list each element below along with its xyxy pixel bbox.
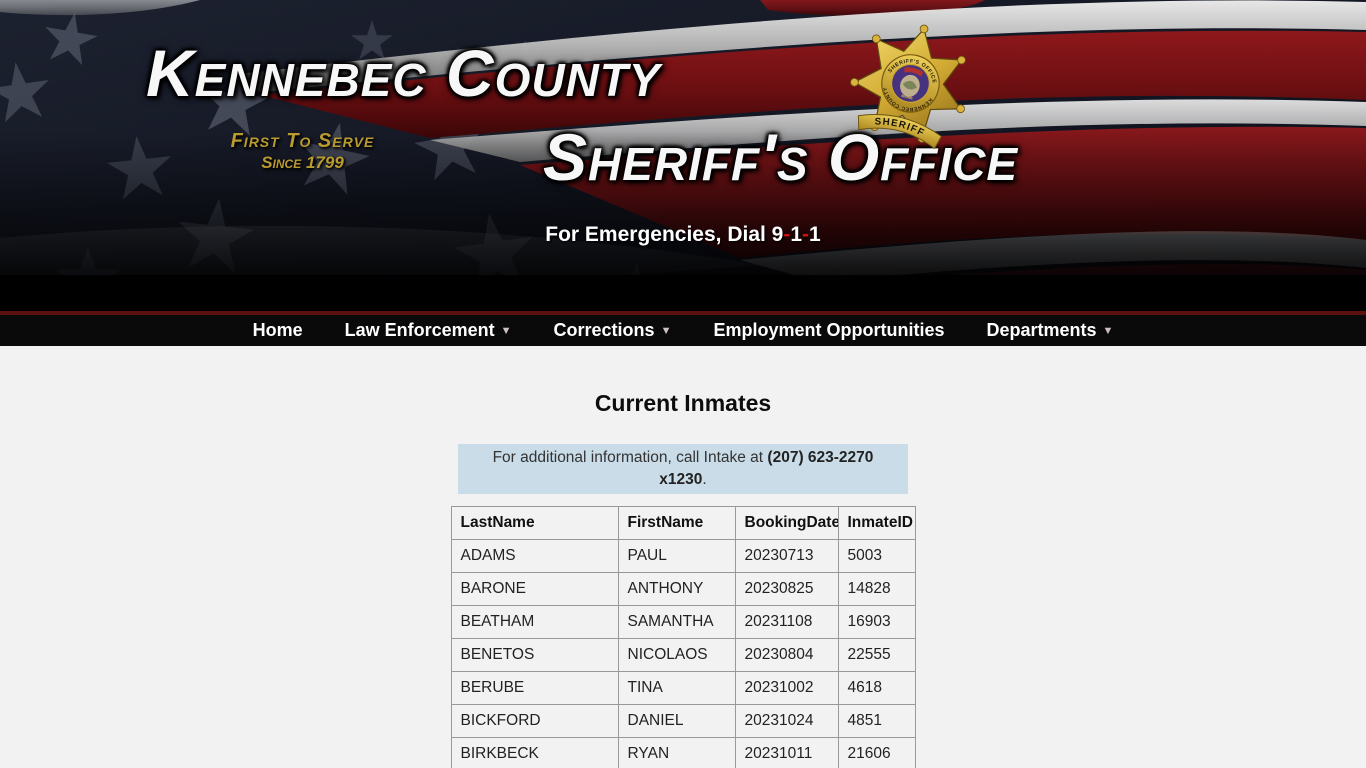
emergency-notice: For Emergencies, Dial 9-1-1 <box>0 223 1366 247</box>
table-cell: BICKFORD <box>450 704 619 738</box>
table-row: BENETOS NICOLAOS 20230804 22555 <box>450 638 916 672</box>
main-content: Current Inmates For additional informati… <box>0 346 1366 768</box>
column-header: InmateID <box>837 506 916 540</box>
table-cell: BARONE <box>450 572 619 606</box>
main-nav: Home Law Enforcement ▼ Corrections ▼ Emp… <box>0 311 1366 346</box>
inmates-table: LastName FirstName BookingDate InmateID ADA… <box>450 506 916 768</box>
nav-law-enforcement[interactable]: Law Enforcement ▼ <box>345 320 512 341</box>
table-cell: 20230825 <box>734 572 839 606</box>
table-cell: BERUBE <box>450 671 619 705</box>
table-cell: PAUL <box>617 539 736 573</box>
table-row: BIRKBECK RYAN 20231011 21606 <box>450 737 916 768</box>
table-cell: RYAN <box>617 737 736 768</box>
emergency-text: For Emergencies, Dial <box>545 223 772 246</box>
table-cell: 16903 <box>837 605 916 639</box>
nav-corrections-label: Corrections <box>553 320 655 340</box>
table-cell: 4851 <box>837 704 916 738</box>
table-row: BERUBE TINA 20231002 4618 <box>450 671 916 705</box>
inmates-table-head: LastName FirstName BookingDate InmateID <box>450 506 916 540</box>
site-header: Kennebec County First To Serve Since 179… <box>0 0 1366 311</box>
nav-home-label: Home <box>252 320 303 340</box>
table-cell: 20230804 <box>734 638 839 672</box>
table-cell: BEATHAM <box>450 605 619 639</box>
column-header: LastName <box>450 506 619 540</box>
sheriff-badge-icon: MAINE SHERIFF'S OFFICE KENNEBEC COUNTY S… <box>848 20 970 166</box>
nav-home[interactable]: Home <box>253 320 303 341</box>
nav-employment-label: Employment Opportunities <box>713 320 945 340</box>
emergency-digit: 1 <box>790 223 803 246</box>
emergency-dash: - <box>783 223 791 246</box>
table-cell: 5003 <box>837 539 916 573</box>
site-title-line1: Kennebec County <box>146 36 661 110</box>
table-row: BARONE ANTHONY 20230825 14828 <box>450 572 916 606</box>
table-cell: BIRKBECK <box>450 737 619 768</box>
tagline-line1: First To Serve <box>230 130 375 152</box>
table-cell: 20231024 <box>734 704 839 738</box>
badge-seal-label: MAINE <box>901 94 914 101</box>
table-cell: SAMANTHA <box>617 605 736 639</box>
american-flag-background <box>0 0 1366 311</box>
table-cell: 22555 <box>837 638 916 672</box>
chevron-down-icon: ▼ <box>1102 325 1114 337</box>
inmates-table-body: ADAMS PAUL 20230713 5003 BARONE ANTHONY 202308… <box>450 539 916 768</box>
emergency-digit: 9 <box>771 223 784 246</box>
chevron-down-icon: ▼ <box>500 325 512 337</box>
table-row: BEATHAM SAMANTHA 20231108 16903 <box>450 605 916 639</box>
column-header: BookingDate <box>734 506 839 540</box>
table-row: ADAMS PAUL 20230713 5003 <box>450 539 916 573</box>
nav-law-enforcement-label: Law Enforcement <box>344 320 495 340</box>
intake-info-box: For additional information, call Intake … <box>458 444 908 494</box>
table-cell: 20230713 <box>734 539 839 573</box>
table-cell: BENETOS <box>450 638 619 672</box>
nav-corrections[interactable]: Corrections ▼ <box>554 320 672 341</box>
table-row: BICKFORD DANIEL 20231024 4851 <box>450 704 916 738</box>
nav-departments-label: Departments <box>986 320 1097 340</box>
table-cell: DANIEL <box>617 704 736 738</box>
tagline: First To Serve Since 1799 <box>210 129 395 173</box>
intake-info-period: . <box>702 471 707 488</box>
table-cell: TINA <box>617 671 736 705</box>
table-cell: 20231011 <box>734 737 839 768</box>
intake-phone-number: (207) 623-2270 x1230 <box>659 449 874 488</box>
table-cell: ADAMS <box>450 539 619 573</box>
intake-info-text: For additional information, call Intake … <box>492 449 768 466</box>
table-cell: 20231108 <box>734 605 839 639</box>
nav-employment-opportunities[interactable]: Employment Opportunities <box>713 320 944 341</box>
emergency-digit: 1 <box>809 223 821 246</box>
table-cell: ANTHONY <box>617 572 736 606</box>
page-title: Current Inmates <box>594 390 772 416</box>
emergency-dash: - <box>802 223 810 246</box>
chevron-down-icon: ▼ <box>660 325 672 337</box>
tagline-line2: Since 1799 <box>261 153 344 172</box>
table-cell: 4618 <box>837 671 916 705</box>
table-cell: 14828 <box>837 572 916 606</box>
table-cell: 20231002 <box>734 671 839 705</box>
column-header: FirstName <box>617 506 736 540</box>
header-row: LastName FirstName BookingDate InmateID <box>450 506 916 540</box>
table-cell: NICOLAOS <box>617 638 736 672</box>
nav-departments[interactable]: Departments ▼ <box>986 320 1113 341</box>
table-cell: 21606 <box>837 737 916 768</box>
